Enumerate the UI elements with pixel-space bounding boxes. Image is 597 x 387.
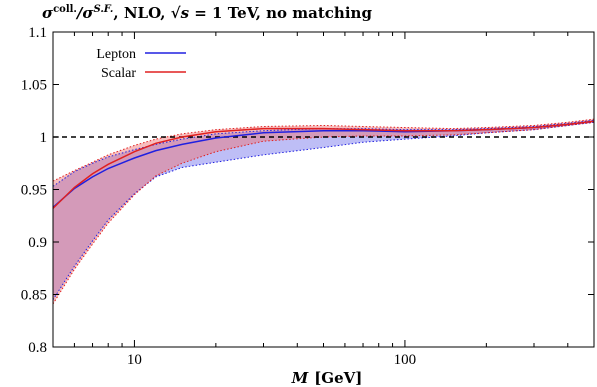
x-tick-label: 10 — [127, 352, 142, 368]
y-tick-label: 0.95 — [21, 183, 47, 199]
y-tick-label: 0.9 — [28, 235, 47, 251]
y-tick-label: 0.8 — [28, 340, 47, 356]
legend-label-lepton: Lepton — [96, 47, 136, 62]
legend-label-scalar: Scalar — [101, 66, 136, 81]
x-axis-label: M [GeV] — [291, 369, 363, 387]
y-tick-label: 1.05 — [21, 78, 47, 94]
legend: Lepton Scalar — [96, 47, 186, 81]
y-tick-label: 1 — [40, 130, 48, 146]
series-line-scalar — [53, 120, 594, 209]
band-upper-lepton — [53, 119, 594, 187]
band-lower-lepton — [53, 121, 594, 301]
plot-content — [53, 118, 594, 305]
band-upper-scalar — [53, 118, 594, 182]
chart-title: σcoll./σS.F., NLO, √s = 1 TeV, no matchi… — [42, 4, 372, 22]
axes: 0.8 0.85 0.9 0.95 1 1.05 1.1 10 100 — [21, 25, 595, 368]
x-tick-label: 100 — [394, 352, 417, 368]
plot-area — [53, 118, 594, 305]
band-lepton — [53, 120, 594, 300]
y-tick-label: 1.1 — [28, 25, 47, 41]
y-tick-label: 0.85 — [21, 288, 47, 304]
